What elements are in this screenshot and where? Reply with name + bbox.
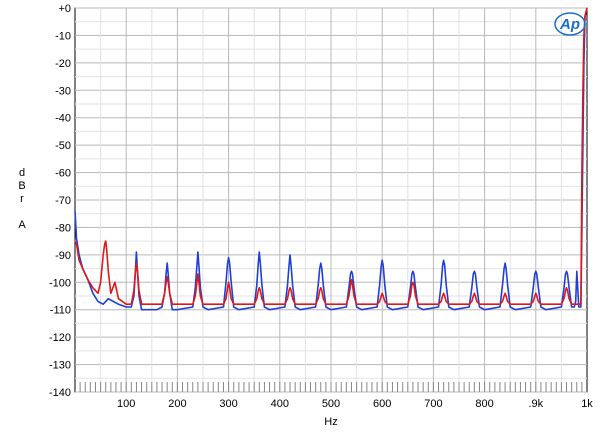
y-axis-title-letter: d <box>19 167 25 179</box>
x-tick-label: 500 <box>322 398 340 410</box>
series-line-2 <box>74 7 588 306</box>
series-layer <box>74 7 588 311</box>
x-tick-labels: 100 200 300 400 500 600 700 800 .9k 1k <box>117 398 593 410</box>
y-tick-label: -130 <box>49 360 71 372</box>
y-axis-title-letter: B <box>18 180 25 192</box>
y-tick-labels: +0 -10 -20 -30 -40 -50 -60 -70 -80 -90 -100 -110 -12… <box>49 3 71 399</box>
y-tick-label: -80 <box>55 222 71 234</box>
y-tick-label: -30 <box>55 85 71 97</box>
ap-logo-text: Ap <box>559 16 580 33</box>
grid <box>75 7 587 393</box>
y-tick-label: -10 <box>55 30 71 42</box>
x-tick-label: 100 <box>117 398 135 410</box>
x-tick-label: 300 <box>219 398 237 410</box>
y-tick-label: -50 <box>55 140 71 152</box>
y-tick-label: -140 <box>49 387 71 399</box>
y-tick-label: -100 <box>49 277 71 289</box>
x-tick-label: 700 <box>424 398 442 410</box>
y-tick-label: -60 <box>55 168 71 180</box>
ap-logo: Ap <box>554 12 586 36</box>
y-tick-label: -20 <box>55 58 71 70</box>
x-tick-label: 200 <box>168 398 186 410</box>
series-line-1 <box>74 7 588 311</box>
y-axis-title-letter: r <box>20 193 24 205</box>
y-tick-label: -40 <box>55 113 71 125</box>
x-tick-label: 400 <box>271 398 289 410</box>
x-tick-label: 600 <box>373 398 391 410</box>
x-axis-title: Hz <box>324 416 337 428</box>
x-tick-label: .9k <box>528 398 543 410</box>
y-tick-label: -70 <box>55 195 71 207</box>
minor-ticks <box>79 382 583 392</box>
x-tick-label: 1k <box>581 398 593 410</box>
y-axis-title-letter: A <box>18 219 26 231</box>
y-tick-label: +0 <box>58 3 71 15</box>
y-axis-title: dBr A <box>18 167 26 231</box>
y-tick-label: -110 <box>50 305 71 317</box>
y-tick-label: -90 <box>55 250 71 262</box>
x-tick-label: 800 <box>475 398 493 410</box>
y-tick-label: -120 <box>49 332 71 344</box>
